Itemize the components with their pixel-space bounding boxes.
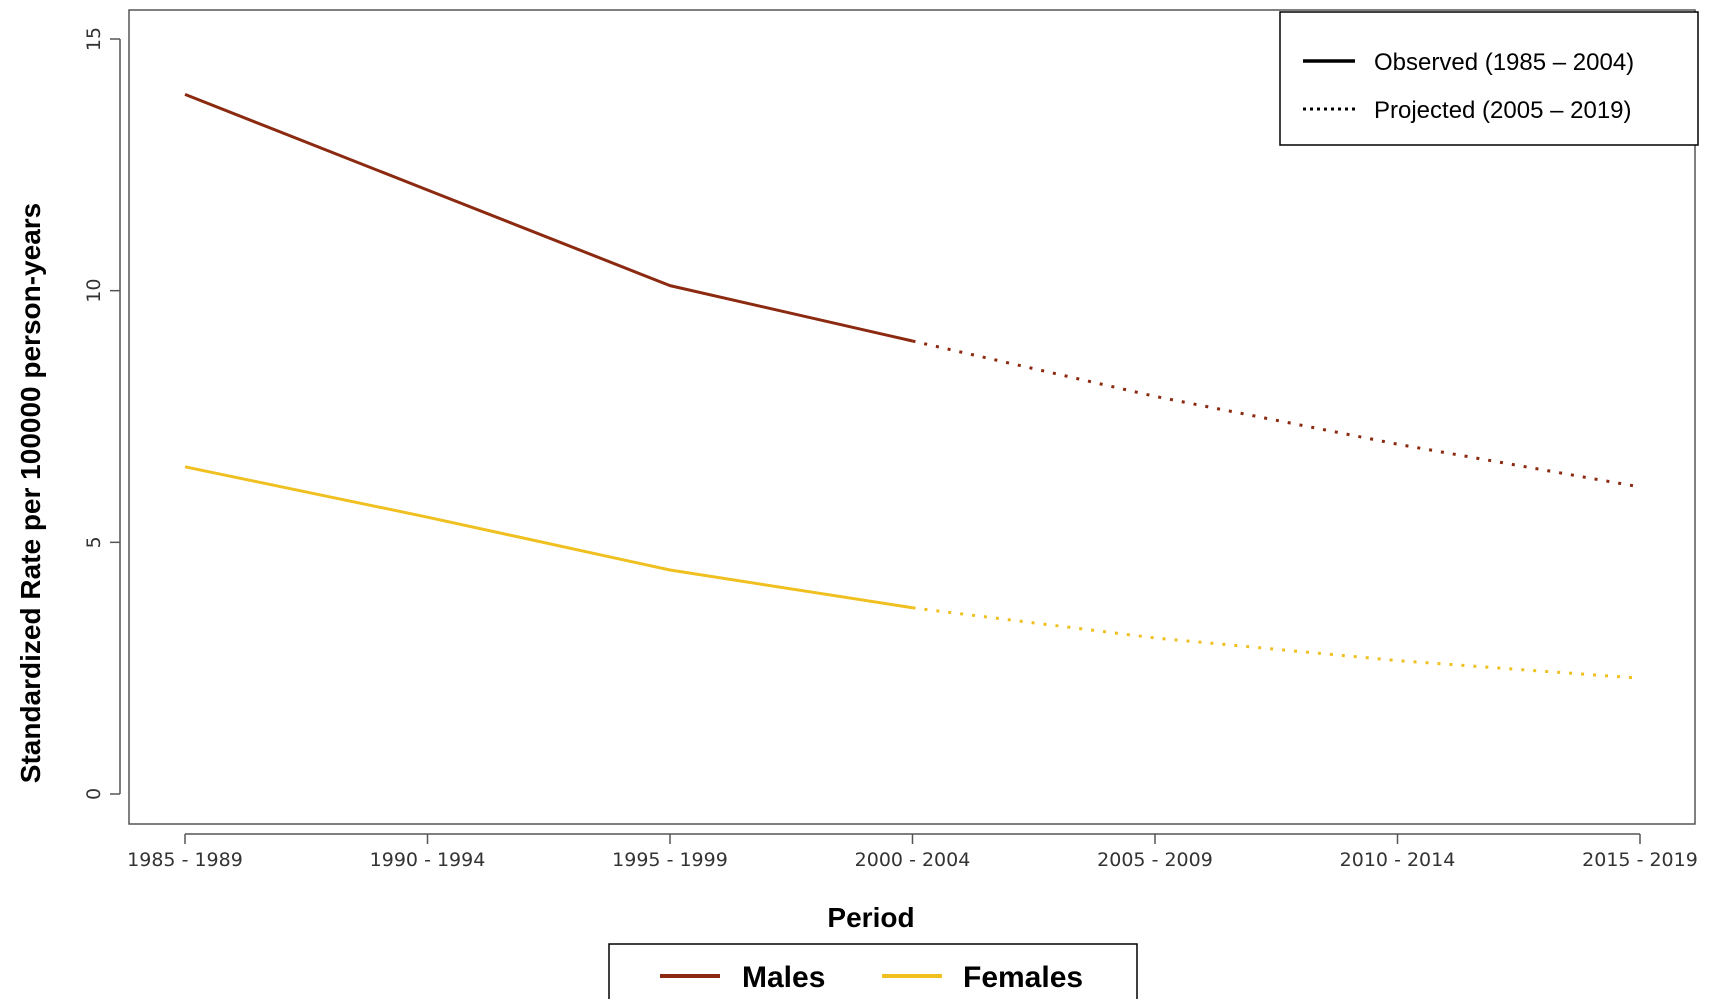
x-tick-label: 1995 - 1999 [612, 849, 728, 871]
y-axis: 0 5 10 15 [83, 27, 121, 800]
x-tick-label: 1985 - 1989 [127, 849, 243, 871]
plot-frame [128, 9, 1696, 825]
females-observed-line [184, 465, 913, 610]
females-projected-line [912, 606, 1641, 680]
series-legend: Males Females [608, 943, 1138, 999]
y-tick-label: 10 [83, 279, 105, 303]
series-legend-box [608, 943, 1138, 999]
y-tick-label: 5 [83, 536, 105, 548]
x-tick-label: 1990 - 1994 [370, 849, 486, 871]
linestyle-legend-box [1279, 11, 1699, 146]
series-layer [184, 92, 1641, 680]
males-projected-line [912, 339, 1641, 489]
linestyle-legend: Observed (1985 – 2004) Projected (2005 –… [1279, 11, 1699, 146]
x-tick-label: 2015 - 2019 [1582, 849, 1698, 871]
males-observed-line [184, 92, 913, 343]
legend-males-label: Males [742, 961, 825, 994]
legend-observed-label: Observed (1985 – 2004) [1374, 49, 1634, 76]
x-axis-title: Period [827, 902, 914, 933]
x-tick-label: 2000 - 2004 [855, 849, 971, 871]
x-axis: 1985 - 1989 1990 - 1994 1995 - 1999 2000 - … [127, 833, 1698, 871]
x-tick-label: 2005 - 2009 [1097, 849, 1213, 871]
y-axis-title: Standardized Rate per 100000 person-year… [15, 203, 46, 783]
x-tick-label: 2010 - 2014 [1340, 849, 1456, 871]
y-tick-label: 0 [83, 788, 105, 800]
legend-projected-label: Projected (2005 – 2019) [1374, 97, 1632, 124]
legend-females-label: Females [963, 961, 1083, 994]
y-tick-label: 15 [83, 27, 105, 51]
